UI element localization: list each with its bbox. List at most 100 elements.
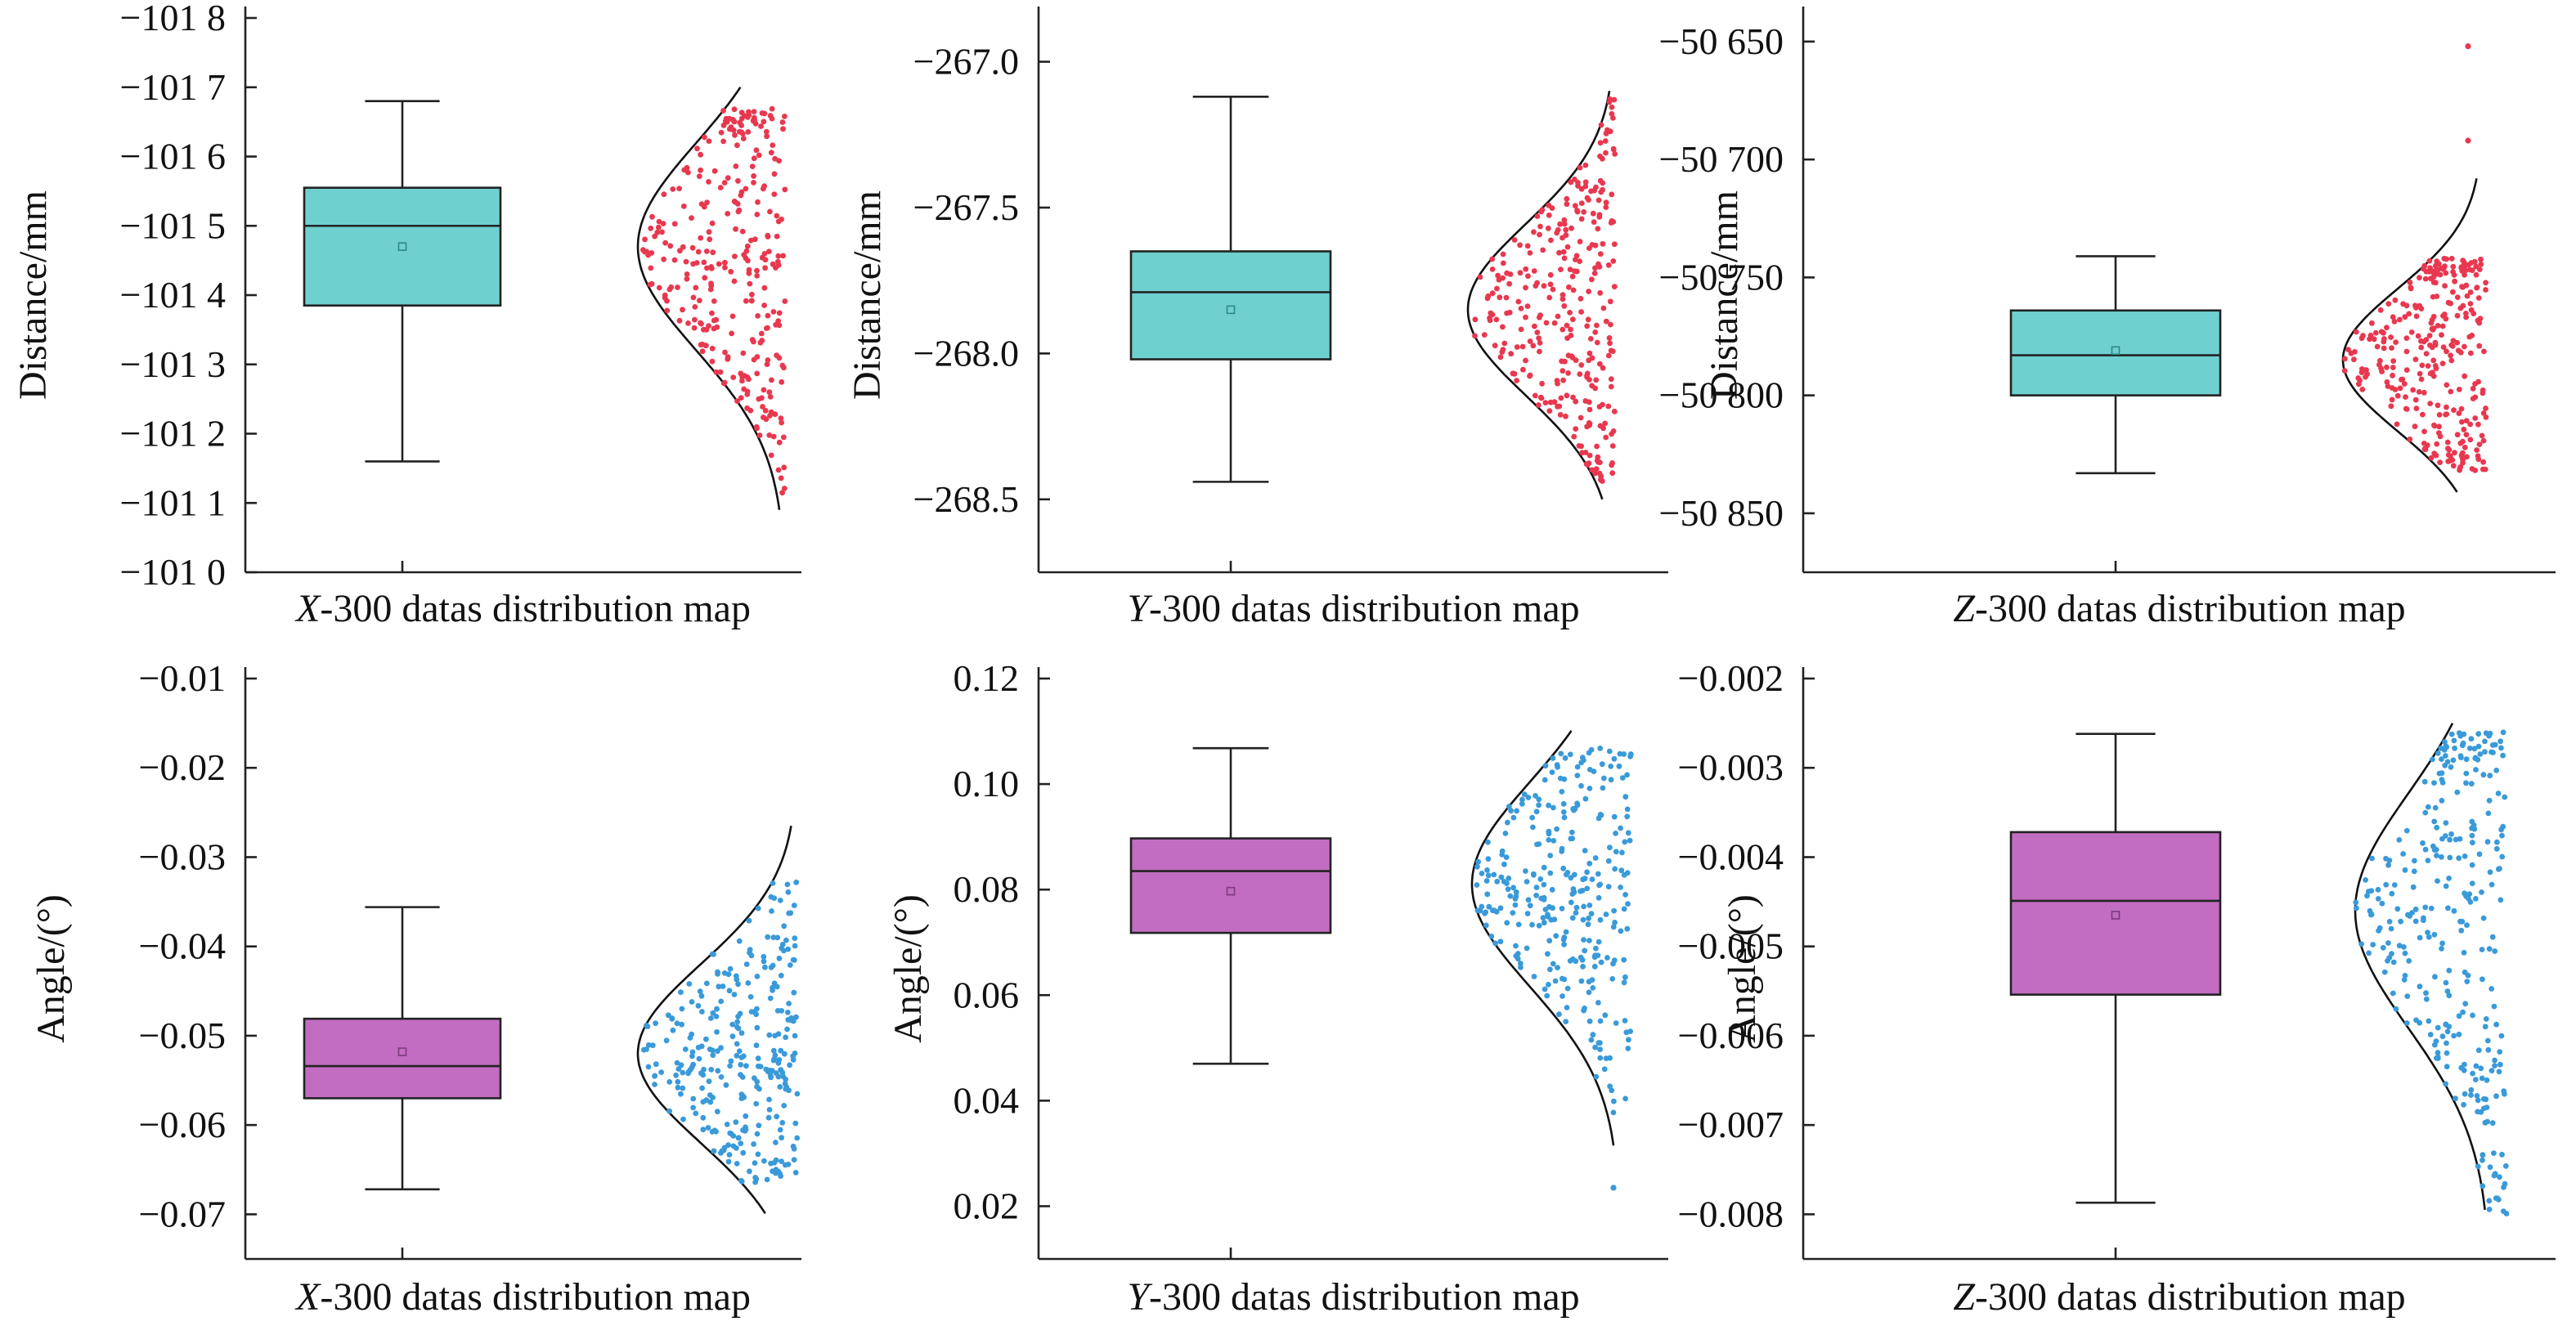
- scatter-point: [1484, 295, 1491, 302]
- scatter-point: [1546, 802, 1551, 809]
- scatter-point: [2363, 877, 2369, 883]
- scatter-point: [1563, 232, 1569, 239]
- scatter-point: [757, 1064, 764, 1069]
- scatter-point: [1600, 305, 1607, 311]
- scatter-point: [1529, 814, 1535, 821]
- scatter-point: [2499, 853, 2506, 860]
- scatter-point: [777, 898, 783, 903]
- scatter-point: [2428, 905, 2435, 912]
- scatter-point: [1582, 183, 1589, 190]
- scatter-point: [2433, 271, 2439, 276]
- scatter-point: [2480, 1183, 2486, 1189]
- scatter-point: [2487, 869, 2493, 876]
- scatter-point: [662, 292, 668, 298]
- scatter-point: [759, 395, 765, 401]
- scatter-point: [2390, 372, 2396, 379]
- scatter-point: [2476, 320, 2483, 326]
- scatter-point: [1591, 768, 1597, 774]
- scatter-point: [2463, 282, 2470, 289]
- scatter-point: [2465, 972, 2471, 979]
- scatter-point: [2450, 263, 2457, 270]
- scatter-point: [1579, 956, 1586, 963]
- scatter-point: [656, 284, 662, 291]
- normal-curve: [2354, 723, 2486, 1211]
- scatter-point: [1524, 303, 1531, 309]
- scatter-point: [2444, 1028, 2451, 1035]
- panel-z-angle: −0.002 −0.003 −0.004 −0.005 −0.006 −0.007 −0.0…: [1678, 657, 2556, 1319]
- mean-marker: [397, 1047, 407, 1056]
- scatter-point: [1568, 835, 1574, 842]
- scatter-point: [2439, 797, 2445, 804]
- scatter-point: [782, 1050, 788, 1057]
- scatter-point: [2444, 439, 2451, 446]
- scatter-point: [2422, 809, 2429, 816]
- scatter-point: [1547, 870, 1554, 876]
- scatter-point: [1586, 989, 1592, 996]
- scatter-point: [2475, 731, 2482, 737]
- scatter-point: [781, 486, 788, 491]
- scatter-point: [1500, 251, 1506, 258]
- scatter-point: [1493, 316, 1500, 323]
- scatter-point: [1504, 310, 1510, 316]
- scatter-point: [1547, 966, 1553, 973]
- scatter-point: [695, 1044, 702, 1050]
- scatter-point: [1564, 392, 1570, 399]
- scatter-point: [1608, 383, 1614, 390]
- scatter-point: [2403, 367, 2410, 373]
- scatter-point: [1575, 180, 1581, 186]
- panel-x-angle: −0.01 −0.02 −0.03 −0.04 −0.05 −0.06 −0.07 Angle…: [29, 657, 801, 1319]
- scatter-point: [744, 243, 751, 249]
- scatter-point: [751, 356, 757, 363]
- scatter-point: [2439, 361, 2446, 366]
- scatter-point: [740, 1053, 747, 1059]
- scatter-point: [655, 224, 662, 231]
- scatter-point: [2429, 344, 2435, 351]
- scatter-point: [1514, 378, 1519, 383]
- scatter-point: [779, 216, 784, 222]
- scatter-point: [2394, 421, 2400, 428]
- scatter-point: [1581, 1007, 1586, 1014]
- scatter-point: [1530, 343, 1537, 349]
- scatter-point: [749, 337, 756, 343]
- scatter-point: [754, 370, 761, 377]
- scatter-point: [754, 267, 760, 274]
- scatter-point: [659, 229, 665, 235]
- scatter-point: [693, 1110, 699, 1117]
- scatter-point: [1610, 961, 1616, 967]
- scatter-point: [1573, 398, 1579, 405]
- scatter-point: [1611, 813, 1618, 820]
- box-iqr: [303, 1017, 502, 1100]
- scatter-point: [758, 123, 764, 129]
- scatter-point: [2477, 751, 2484, 757]
- scatter-point: [2386, 955, 2393, 961]
- scatter-point: [1573, 910, 1579, 916]
- scatter-point: [1518, 964, 1524, 970]
- scatter-point: [2421, 441, 2427, 446]
- scatter-points: [1472, 96, 1618, 484]
- scatter-point: [699, 1009, 705, 1015]
- scatter-point: [1618, 825, 1623, 831]
- scatter-point: [1507, 893, 1514, 899]
- scatter-point: [2497, 1174, 2502, 1180]
- scatter-point: [1578, 362, 1585, 368]
- scatter-point: [781, 923, 788, 930]
- scatter-point: [1568, 225, 1574, 231]
- scatter-point: [1525, 273, 1531, 280]
- scatter-point: [2472, 381, 2478, 387]
- scatter-point: [2458, 405, 2465, 412]
- scatter-point: [2404, 993, 2411, 999]
- scatter-point: [2471, 311, 2477, 316]
- scatter-point: [1500, 260, 1506, 267]
- scatter-point: [2480, 410, 2487, 416]
- scatter-point: [2469, 267, 2475, 273]
- scatter-point: [2462, 373, 2468, 379]
- scatter-point: [679, 1021, 684, 1028]
- scatter-point: [2444, 988, 2451, 994]
- scatter-point: [2470, 385, 2476, 392]
- scatter-point: [697, 298, 702, 303]
- scatter-point: [2399, 376, 2404, 383]
- scatter-point: [710, 1010, 716, 1016]
- scatter-point: [770, 880, 776, 886]
- scatter-point: [1494, 878, 1501, 885]
- scatter-point: [1625, 901, 1631, 907]
